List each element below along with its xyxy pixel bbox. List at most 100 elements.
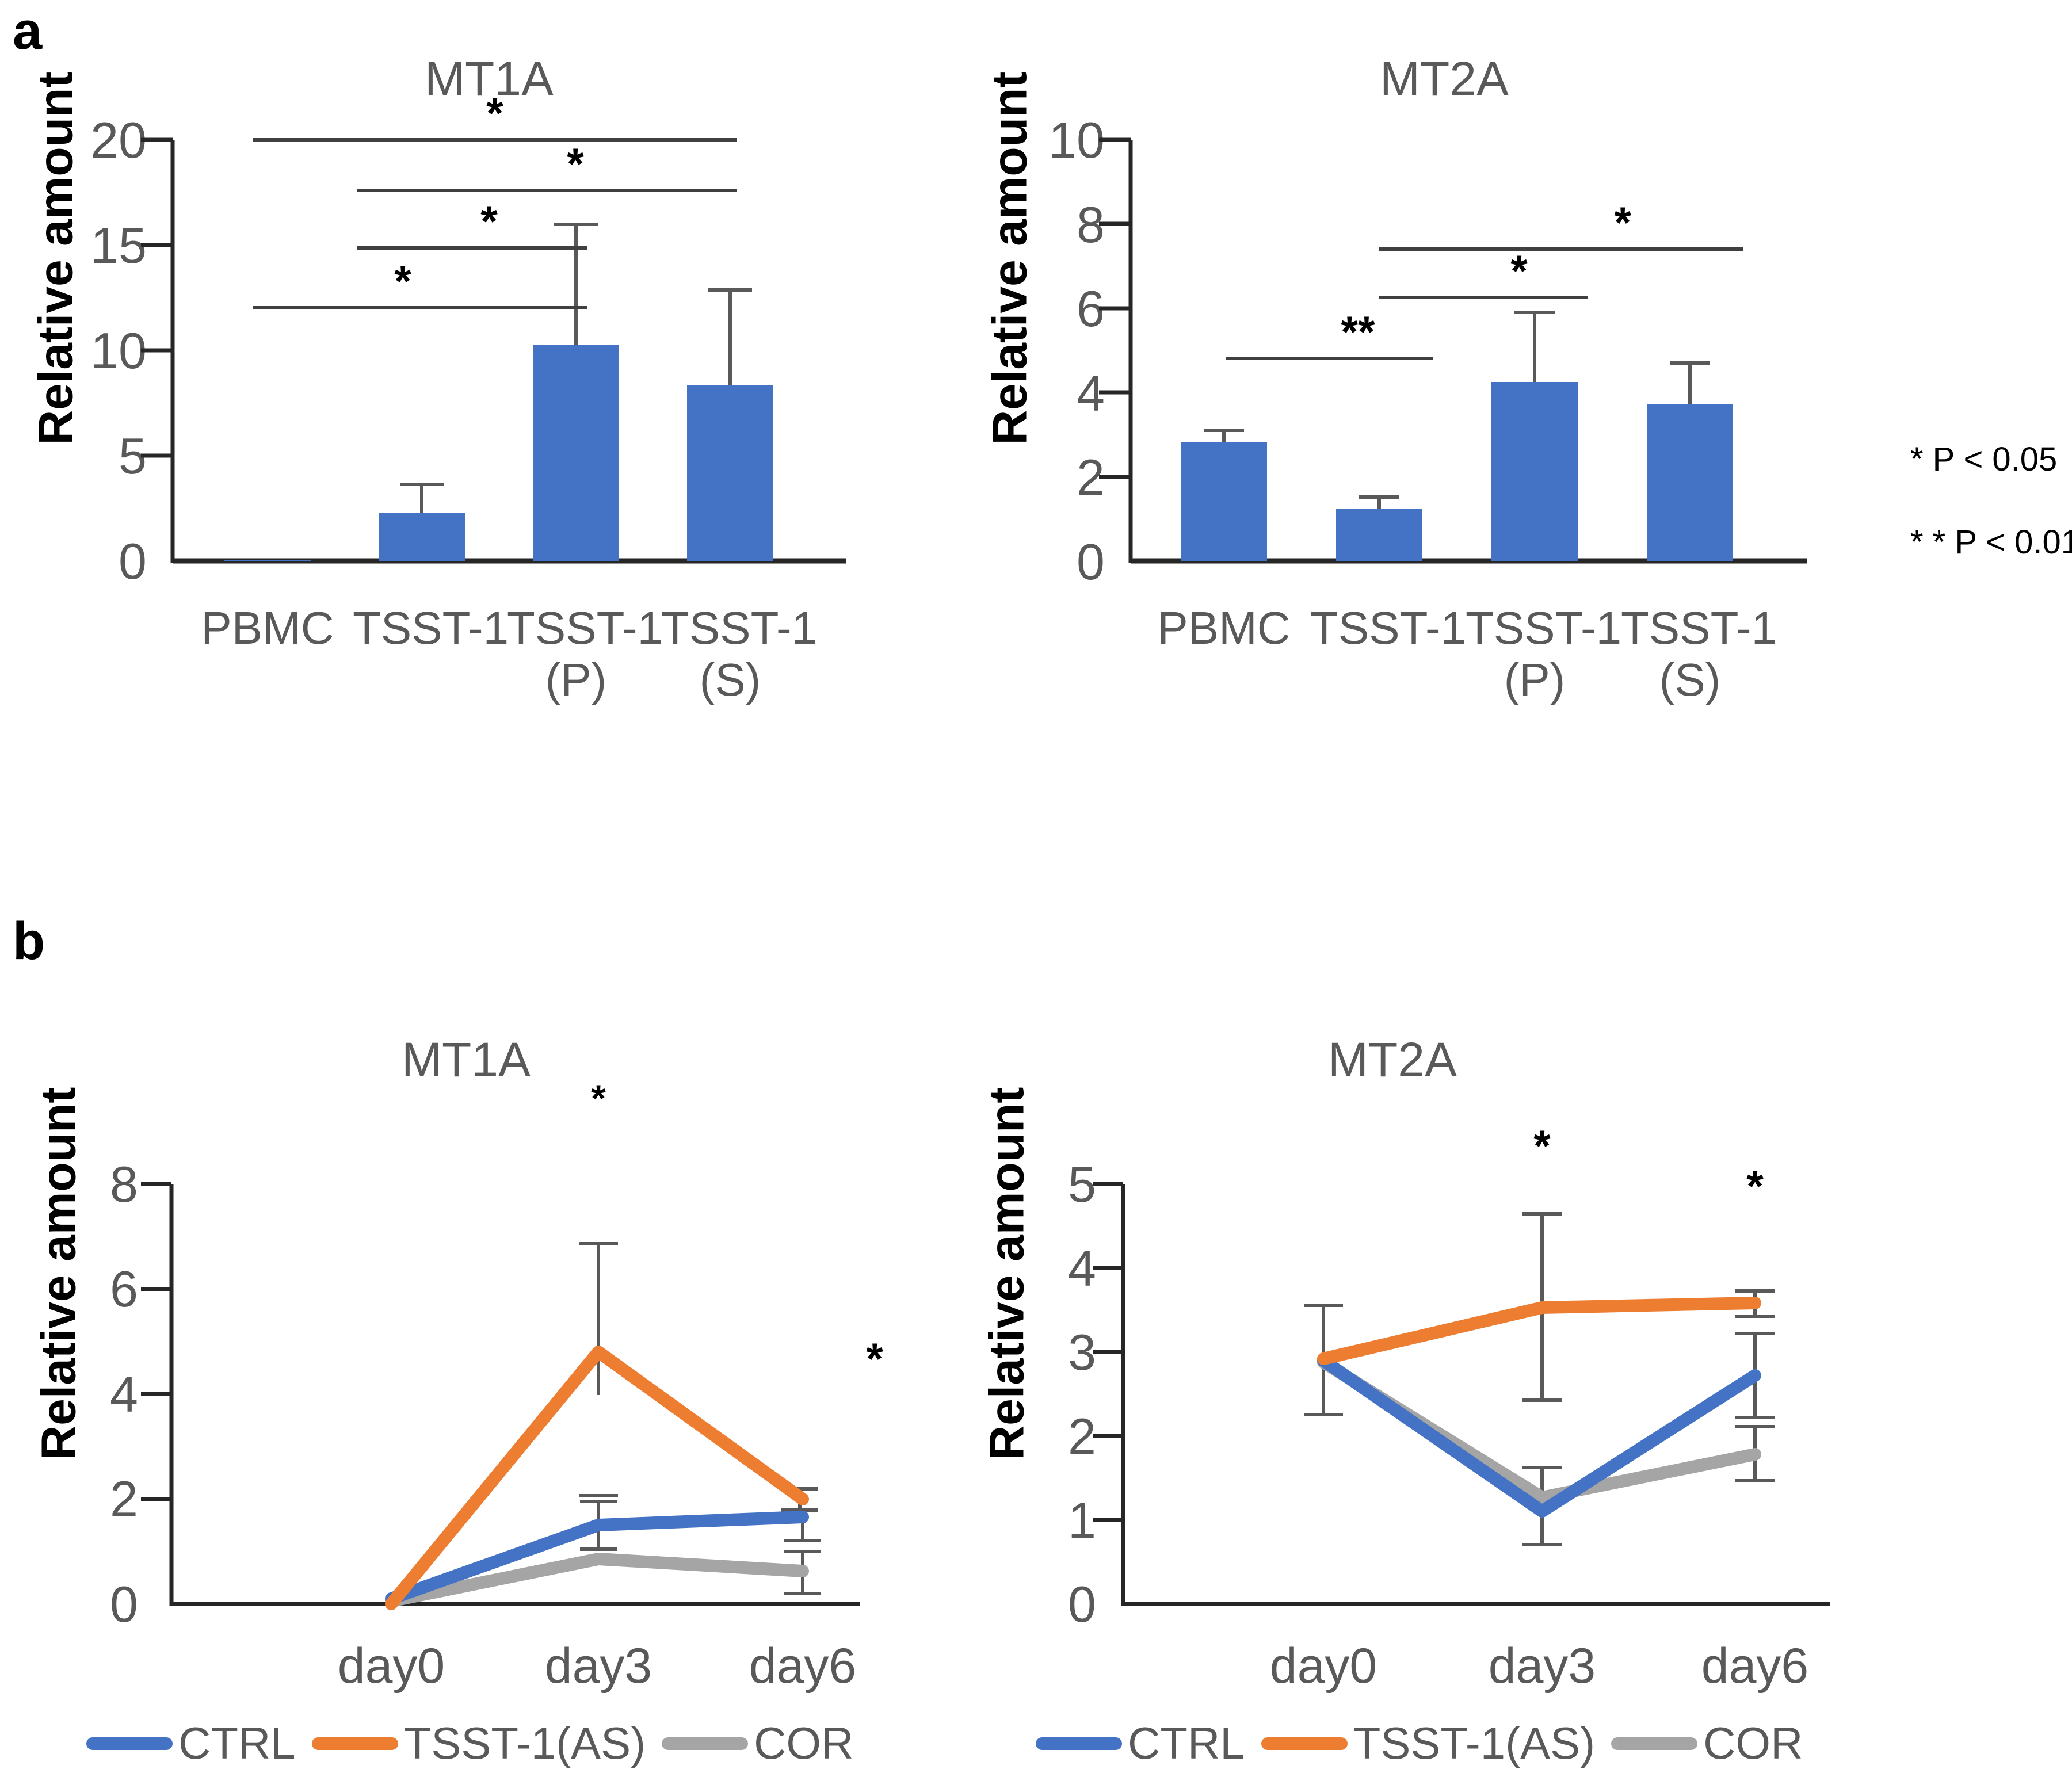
- errorbar-a-mt2a-tsst1p: [1514, 311, 1555, 382]
- legend-item-cor[interactable]: COR: [1611, 1717, 1803, 1770]
- xcat-a-mt1a-pbmc: PBMC: [199, 602, 337, 654]
- sig-bracket-a-mt1a-1: *: [253, 89, 737, 142]
- svg-text:*: *: [394, 257, 411, 306]
- legend-swatch-cor: [1611, 1737, 1698, 1750]
- sig-bracket-a-mt2a-1: *: [1379, 198, 1743, 251]
- bar-a-mt2a-tsst1p: [1491, 382, 1578, 561]
- svg-text:*: *: [1614, 198, 1631, 247]
- legend-b-mt1a: CTRL TSST-1(AS) COR: [86, 1717, 869, 1770]
- ytick-b-mt1a-4: 4: [110, 1366, 138, 1423]
- bar-a-mt1a-tsst1: [379, 513, 465, 561]
- ytick-b-mt2a-2: 2: [1068, 1408, 1096, 1465]
- legend-label-cor: COR: [1703, 1718, 1803, 1768]
- xcat-label: day6: [1701, 1638, 1809, 1694]
- xcat-line1: PBMC: [1157, 602, 1291, 654]
- ytick-a-mt1a-10: 10: [90, 322, 147, 379]
- ytick-b-mt2a-4: 4: [1068, 1240, 1096, 1297]
- legend-swatch-tsst: [311, 1737, 398, 1750]
- xcat-a-mt1a-tsst1s: TSST-1 (S): [661, 602, 817, 705]
- ytick-a-mt1a-15: 15: [90, 217, 147, 274]
- annotation-b-mt2a-day3: *: [1533, 1122, 1551, 1171]
- xcat-line2: (S): [699, 654, 761, 705]
- errorbar-a-mt2a-tsst1: [1359, 495, 1399, 509]
- legend-item-tsst[interactable]: TSST-1(AS): [1261, 1717, 1595, 1770]
- xcat-b-mt2a-day0: day0: [1249, 1638, 1398, 1694]
- errorbar-b-mt1a-tsst-day3: [579, 1242, 618, 1497]
- significance-legend: * P < 0.05 * * P < 0.01: [1910, 443, 2072, 609]
- errorbar-a-mt2a-tsst1s: [1670, 361, 1710, 404]
- bar-a-mt1a-tsst1s: [687, 385, 773, 561]
- sig-legend-p01: * * P < 0.01: [1910, 524, 2072, 561]
- bar-a-mt2a-tsst1: [1336, 509, 1422, 561]
- xcat-b-mt2a-day6: day6: [1680, 1638, 1830, 1694]
- svg-text:*: *: [480, 197, 498, 246]
- line-b-mt2a-cor: [1317, 1356, 1761, 1504]
- ytick-a-mt2a-0: 0: [1077, 533, 1105, 590]
- xcat-b-mt1a-day0: day0: [316, 1638, 466, 1694]
- xcat-b-mt2a-day3: day3: [1467, 1638, 1617, 1694]
- xcat-label: day6: [749, 1638, 857, 1694]
- xcat-b-mt1a-day6: day6: [728, 1638, 877, 1694]
- xcat-line1: TSST-1: [1466, 602, 1622, 654]
- svg-text:*: *: [486, 89, 503, 138]
- ytick-b-mt1a-2: 2: [110, 1470, 138, 1527]
- xcat-line1: TSST-1: [507, 602, 663, 654]
- ytick-b-mt2a-3: 3: [1068, 1324, 1096, 1381]
- sig-bracket-a-mt2a-3: **: [1226, 308, 1433, 360]
- xcat-a-mt1a-tsst1p: TSST-1 (P): [507, 602, 663, 705]
- xcat-label: day0: [1269, 1638, 1377, 1694]
- xcat-label: day3: [1488, 1638, 1596, 1694]
- line-b-mt2a-ctrl: [1317, 1354, 1761, 1518]
- sig-bracket-a-mt1a-3: *: [357, 197, 587, 250]
- ytick-a-mt2a-10: 10: [1048, 112, 1105, 169]
- chart-b-mt1a-title: MT1A: [401, 1033, 531, 1087]
- legend-label-cor: COR: [754, 1718, 854, 1768]
- svg-text:*: *: [1510, 247, 1528, 296]
- legend-item-cor[interactable]: COR: [662, 1717, 853, 1770]
- legend-item-tsst[interactable]: TSST-1(AS): [311, 1717, 646, 1770]
- xcat-line1: PBMC: [201, 602, 334, 654]
- ytick-b-mt2a-1: 1: [1068, 1492, 1096, 1549]
- panel-b-label: b: [13, 912, 45, 970]
- chart-a-mt2a-plot: * * **: [1099, 137, 1807, 564]
- annotation-b-mt2a-day6: *: [1746, 1162, 1764, 1211]
- ytick-b-mt1a-0: 0: [110, 1576, 138, 1633]
- ytick-b-mt2a-0: 0: [1068, 1576, 1096, 1633]
- bar-a-mt2a-tsst1s: [1647, 404, 1733, 561]
- chart-b-mt2a-plot: * *: [1093, 1122, 1830, 1606]
- xcat-line1: TSST-1: [661, 602, 818, 654]
- xcat-line1: TSST-1: [1310, 602, 1467, 654]
- errorbar-a-mt1a-tsst1s: [708, 288, 752, 385]
- sig-bracket-a-mt1a-2: *: [357, 140, 737, 192]
- legend-b-mt2a: CTRL TSST-1(AS) COR: [1036, 1717, 1819, 1770]
- ytick-a-mt1a-20: 20: [90, 112, 147, 169]
- xcat-line2: (P): [545, 654, 607, 705]
- svg-text:**: **: [1341, 308, 1375, 357]
- line-b-mt2a-tsst: [1317, 1297, 1761, 1365]
- line-b-mt1a-tsst: [385, 1346, 809, 1610]
- line-b-mt1a-cor: [385, 1553, 809, 1607]
- chart-a-mt1a: MT1A Relative amount 20 15 10 5 0: [23, 55, 955, 814]
- ytick-b-mt1a-8: 8: [110, 1156, 138, 1213]
- line-b-mt1a-ctrl: [385, 1511, 809, 1605]
- legend-swatch-ctrl: [1036, 1737, 1122, 1750]
- chart-b-mt2a: MT2A Relative amount 5 4 3 2 1 0: [978, 1035, 1910, 1768]
- sig-legend-p05: * P < 0.05: [1910, 441, 2058, 478]
- legend-swatch-tsst: [1261, 1737, 1348, 1750]
- errorbar-a-mt2a-pbmc: [1204, 429, 1244, 442]
- bar-a-mt1a-pbmc: [224, 560, 311, 561]
- xcat-line1: TSST-1: [1621, 602, 1777, 654]
- legend-item-ctrl[interactable]: CTRL: [1036, 1717, 1245, 1770]
- sig-bracket-a-mt1a-4: *: [253, 257, 587, 309]
- chart-a-mt1a-plot: * * * *: [141, 89, 846, 564]
- legend-label-ctrl: CTRL: [178, 1718, 296, 1768]
- bar-a-mt1a-tsst1p: [533, 345, 619, 561]
- xcat-label: day0: [337, 1638, 445, 1694]
- xcat-label: day3: [544, 1638, 652, 1694]
- xcat-b-mt1a-day3: day3: [524, 1638, 673, 1694]
- legend-swatch-ctrl: [86, 1737, 173, 1750]
- chart-a-mt2a: MT2A Relative amount 10 8 6 4 2 0: [978, 55, 1910, 814]
- legend-item-ctrl[interactable]: CTRL: [86, 1717, 296, 1770]
- legend-label-tsst: TSST-1(AS): [1353, 1718, 1596, 1768]
- ytick-b-mt1a-6: 6: [110, 1260, 138, 1317]
